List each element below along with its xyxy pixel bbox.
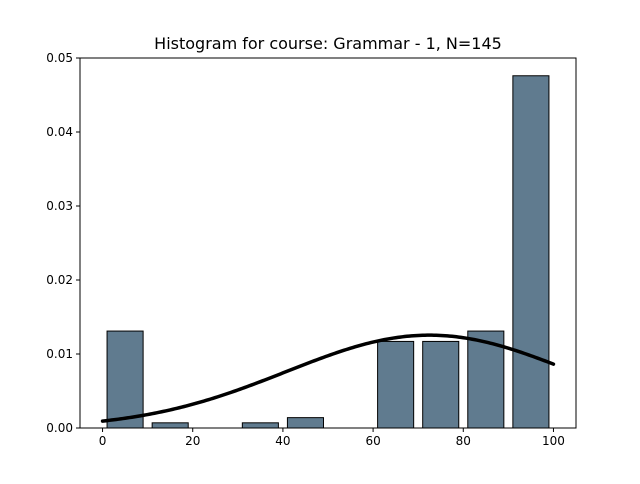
axes-frame [79, 57, 577, 429]
x-tick-label: 40 [275, 434, 290, 448]
y-tick-label: 0.04 [46, 125, 73, 139]
chart-title: Histogram for course: Grammar - 1, N=145 [154, 34, 502, 53]
histogram-bar-1 [151, 422, 189, 429]
y-tick-label: 0.01 [46, 347, 73, 361]
histogram-bar-0 [106, 330, 144, 429]
x-tick-label: 80 [456, 434, 471, 448]
y-tick-label: 0.02 [46, 273, 73, 287]
density-curve [100, 333, 556, 423]
x-tick-label: 100 [542, 434, 565, 448]
y-axis-ticks: 0.00 0.01 0.02 0.03 0.04 0.05 [46, 51, 80, 435]
x-tick-label: 20 [185, 434, 200, 448]
histogram-bars [106, 75, 550, 429]
histogram-bar-7 [422, 340, 460, 429]
y-tick-label: 0.00 [46, 421, 73, 435]
histogram-bar-3 [241, 422, 279, 429]
x-tick-label: 60 [365, 434, 380, 448]
histogram-bar-4 [286, 417, 324, 429]
density-curve-layer [100, 333, 556, 423]
x-axis-ticks: 0 20 40 60 80 100 [99, 428, 565, 448]
x-tick-label: 0 [99, 434, 107, 448]
histogram-bar-8 [467, 330, 505, 429]
y-tick-label: 0.05 [46, 51, 73, 65]
histogram-bar-6 [377, 340, 415, 429]
histogram-bar-9 [512, 75, 550, 429]
y-tick-label: 0.03 [46, 199, 73, 213]
